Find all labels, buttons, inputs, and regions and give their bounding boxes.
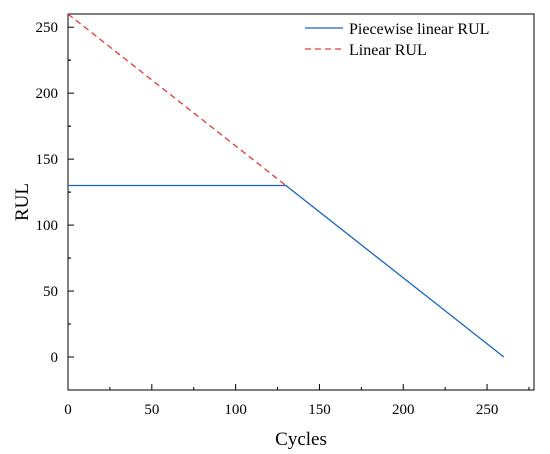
legend-label-piecewise: Piecewise linear RUL xyxy=(349,21,489,38)
x-tick-label-0: 0 xyxy=(64,402,72,418)
legend-label-linear: Linear RUL xyxy=(349,42,427,59)
y-tick-label-100: 100 xyxy=(36,218,59,234)
series-lines xyxy=(67,13,505,358)
y-tick-label-150: 150 xyxy=(36,152,59,168)
x-tick-label-50: 50 xyxy=(144,402,159,418)
y-tick-label-0: 0 xyxy=(51,350,59,366)
axis-tick-labels: 0 50 100 150 200 250 0 50 100 150 200 250 xyxy=(36,20,499,418)
x-tick-label-150: 150 xyxy=(308,402,331,418)
y-tick-label-50: 50 xyxy=(43,284,58,300)
y-axis-title: RUL xyxy=(12,183,33,221)
x-tick-label-250: 250 xyxy=(476,402,499,418)
series-line-1 xyxy=(67,13,287,187)
x-tick-label-100: 100 xyxy=(224,402,247,418)
plot-frame xyxy=(67,13,535,391)
x-tick-label-200: 200 xyxy=(392,402,415,418)
y-tick-label-250: 250 xyxy=(36,20,59,36)
series-line-0 xyxy=(68,184,505,358)
y-tick-label-200: 200 xyxy=(36,86,59,102)
legend: Piecewise linear RUL Linear RUL xyxy=(305,21,489,59)
x-axis-title: Cycles xyxy=(275,429,327,450)
axis-ticks xyxy=(67,26,530,390)
